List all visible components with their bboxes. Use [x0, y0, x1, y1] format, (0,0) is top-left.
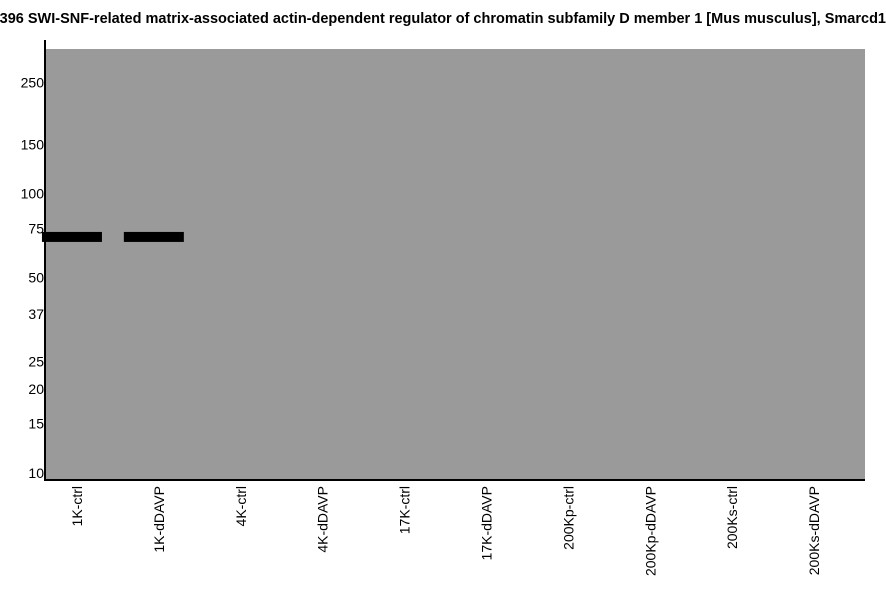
lane-label: 200Ks-ctrl [724, 486, 740, 549]
lane-label: 17K-dDAVP [478, 486, 494, 560]
lane-label: 200Ks-dDAVP [806, 486, 822, 575]
y-tick-label: 10 [28, 465, 44, 481]
y-tick-label: 37 [28, 306, 44, 322]
chart-title: 347396 SWI-SNF-related matrix-associated… [0, 11, 886, 27]
y-tick-label: 25 [28, 354, 44, 370]
lane-label: 200Kp-ctrl [560, 486, 576, 550]
y-tick-label: 50 [28, 270, 44, 286]
y-tick-label: 150 [21, 137, 45, 153]
lane-label: 17K-ctrl [397, 486, 413, 534]
blot-membrane [46, 49, 865, 479]
y-tick-label: 250 [21, 75, 45, 91]
lane-label: 1K-dDAVP [151, 486, 167, 553]
y-tick-label: 20 [28, 381, 44, 397]
lane-label: 200Kp-dDAVP [642, 486, 658, 576]
y-tick-label: 15 [28, 416, 44, 432]
lane-label: 4K-ctrl [233, 486, 249, 526]
y-tick-label: 100 [21, 186, 45, 202]
y-tick-label: 75 [28, 221, 44, 237]
protein-band [41, 231, 102, 242]
lane-label: 1K-ctrl [69, 486, 85, 526]
lane-label: 4K-dDAVP [315, 486, 331, 553]
protein-band [123, 231, 184, 242]
